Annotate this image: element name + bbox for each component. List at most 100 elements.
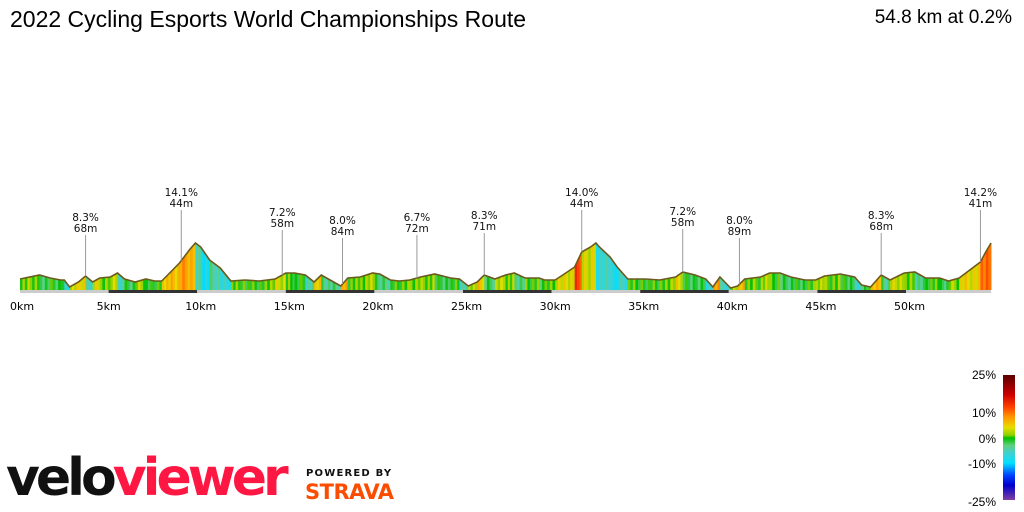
- profile-strip: [429, 274, 433, 290]
- profile-strip: [492, 278, 496, 290]
- profile-strip: [541, 279, 545, 290]
- profile-strip: [474, 282, 478, 290]
- profile-strip: [127, 279, 131, 290]
- profile-strip: [659, 279, 663, 290]
- profile-strip: [544, 280, 548, 290]
- x-tick-label: 5km: [97, 300, 121, 313]
- profile-strip: [372, 273, 376, 290]
- profile-strip: [163, 276, 167, 290]
- profile-strip: [680, 272, 684, 290]
- profile-strip: [640, 279, 644, 290]
- logo-viewer: viewer: [112, 448, 289, 508]
- x-axis-ticks: 0km 5km 10km 15km 20km 25km 30km 35km 40km 45km 50…: [10, 300, 925, 313]
- profile-strip: [881, 275, 884, 290]
- profile-strip: [765, 274, 768, 290]
- profile-strip: [217, 266, 221, 290]
- profile-strip: [737, 283, 741, 290]
- profile-strip: [527, 278, 531, 290]
- profile-strip: [897, 275, 900, 290]
- axis-bar-segment: [108, 290, 198, 293]
- profile-strip: [382, 275, 386, 290]
- profile-strip: [170, 269, 174, 290]
- profile-strip: [137, 280, 141, 290]
- profile-strip: [885, 277, 889, 290]
- profile-strip: [581, 250, 585, 290]
- profile-strip: [385, 277, 389, 290]
- profile-strip: [932, 278, 936, 290]
- profile-strip: [175, 265, 178, 290]
- profile-strip: [187, 249, 191, 290]
- profile-strip: [159, 281, 163, 290]
- climb-gain-label: 89m: [728, 226, 752, 238]
- profile-strip: [457, 278, 460, 290]
- profile-strip: [946, 280, 949, 290]
- profile-strip: [92, 280, 96, 290]
- profile-strip: [42, 275, 46, 290]
- profile-strip: [150, 280, 153, 290]
- profile-strip: [557, 276, 561, 290]
- powered-by-label: POWERED BY: [306, 468, 393, 479]
- profile-strip: [207, 256, 211, 290]
- axis-bar-segment: [285, 290, 375, 293]
- profile-strip: [917, 273, 921, 290]
- profile-strip: [697, 276, 701, 290]
- profile-strip: [237, 280, 241, 290]
- axis-bar-segment: [728, 290, 818, 293]
- profile-strip: [622, 273, 626, 290]
- profile-strip: [78, 280, 82, 290]
- strava-logo[interactable]: STRAVA: [305, 480, 394, 504]
- profile-strip: [522, 276, 526, 290]
- climb-gradient-label: 8.3%: [471, 210, 498, 222]
- profile-strip: [110, 275, 114, 290]
- profile-strip: [220, 268, 224, 290]
- profile-strip: [630, 279, 634, 290]
- profile-strip: [552, 280, 556, 290]
- profile-strip: [288, 273, 291, 290]
- profile-strip: [184, 252, 188, 290]
- profile-strip: [610, 257, 613, 290]
- profile-strip: [299, 274, 304, 290]
- profile-strip: [983, 252, 987, 290]
- profile-strip: [497, 277, 501, 290]
- profile-strip: [439, 275, 444, 290]
- profile-strip: [32, 276, 36, 290]
- profile-strip: [901, 273, 905, 290]
- profile-strip: [692, 274, 696, 290]
- profile-strip: [560, 274, 564, 290]
- profile-strip: [883, 276, 887, 290]
- profile-strip: [316, 277, 320, 290]
- logo-velo: velo: [6, 448, 117, 508]
- profile-strip: [327, 278, 331, 290]
- profile-strip: [145, 279, 149, 290]
- profile-strip: [161, 278, 165, 290]
- profile-strip: [27, 277, 31, 290]
- profile-strip: [340, 283, 344, 290]
- profile-strip: [849, 276, 853, 290]
- profile-strip: [829, 275, 833, 290]
- profile-strip: [650, 279, 654, 290]
- profile-strip: [547, 280, 551, 290]
- profile-strip: [481, 275, 485, 290]
- profile-strip: [507, 274, 511, 290]
- profile-strip: [927, 278, 931, 290]
- profile-strip: [536, 278, 540, 290]
- x-tick-label: 50km: [894, 300, 925, 313]
- profile-strip: [272, 279, 276, 290]
- climb-gain-label: 68m: [869, 221, 893, 233]
- profile-strip: [85, 276, 89, 290]
- profile-strip: [700, 277, 704, 290]
- profile-strip: [939, 278, 943, 290]
- profile-strip: [269, 279, 273, 290]
- profile-strip: [755, 277, 759, 290]
- profile-strip: [321, 275, 324, 290]
- profile-strip: [198, 245, 202, 290]
- profile-strip: [899, 274, 903, 290]
- profile-strip: [840, 274, 844, 290]
- profile-strip: [500, 276, 504, 290]
- profile-strip: [909, 272, 913, 290]
- profile-strip: [937, 278, 941, 290]
- profile-strip: [715, 280, 718, 290]
- profile-strip: [297, 273, 301, 290]
- veloviewer-logo[interactable]: veloviewer: [6, 448, 289, 508]
- profile-strip: [576, 257, 580, 290]
